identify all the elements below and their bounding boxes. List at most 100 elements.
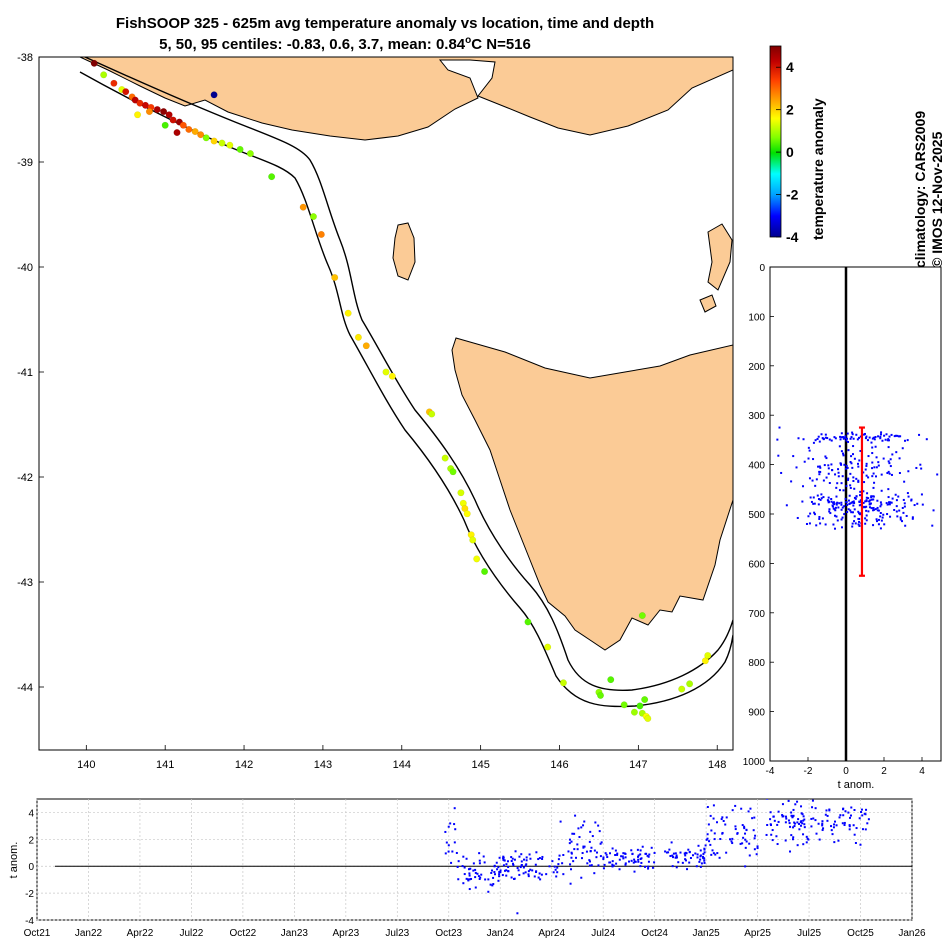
map-point [210,137,218,145]
depth-point [824,433,827,436]
depth-point [840,436,843,439]
depth-point [872,472,875,475]
ts-point [796,844,799,847]
depth-point [849,486,852,489]
depth-point [827,501,830,504]
depth-point [844,467,847,470]
ts-point [739,842,742,845]
ts-point [497,879,500,882]
depth-point [835,502,838,505]
depth-point [831,469,834,472]
depth-point [858,513,861,516]
depth-point [820,497,823,500]
map-ytick-label: -41 [17,367,33,379]
ts-point [806,837,809,840]
depth-point [901,520,904,523]
depth-point [818,473,821,476]
ts-point [684,851,687,854]
ts-point [653,861,656,864]
ts-point [833,823,836,826]
ts-point [826,819,829,822]
ts-point [611,863,614,866]
depth-point [890,501,893,504]
depth-point [792,455,795,458]
ts-point [478,859,481,862]
ts-point [477,875,480,878]
ts-point [506,860,509,863]
depth-point [828,482,831,485]
depth-point [841,475,844,478]
depth-point [867,476,870,479]
ts-point [699,865,702,868]
ts-point [479,876,482,879]
ts-point [639,865,642,868]
ts-point [498,856,501,859]
ts-point [581,857,584,860]
ts-point [721,816,724,819]
ts-xtick-label: Apr25 [744,928,771,939]
ts-point [665,851,668,854]
ts-point [449,822,452,825]
depth-point [828,508,831,511]
ts-point [520,864,523,867]
map-point [226,141,234,149]
depth-point [844,435,847,438]
depth-ytick-label: 0 [759,263,765,274]
ts-point [703,859,706,862]
depth-point [880,489,883,492]
ts-point [640,861,643,864]
depth-point [871,467,874,470]
depth-point [858,517,861,520]
depth-point [842,437,845,440]
ts-point [495,861,498,864]
ts-point [527,870,530,873]
ts-point [805,835,808,838]
ts-point [472,869,475,872]
colorbar [769,45,782,238]
ts-point [527,875,530,878]
depth-point [846,466,849,469]
ts-point [630,849,633,852]
map-point [473,555,481,563]
depth-point [899,435,902,438]
ts-point [457,878,460,881]
ts-point [524,864,527,867]
map-point [678,685,686,693]
ts-point [745,840,748,843]
ts-point [525,863,528,866]
map-point [110,79,118,87]
ts-xtick-label: Jan23 [281,928,309,939]
ts-point [510,859,513,862]
depth-point [888,435,891,438]
ts-point [714,853,717,856]
map-point [641,696,649,704]
ts-point [848,824,851,827]
depth-point [814,484,817,487]
depth-point [889,458,892,461]
map-ytick-label: -42 [17,472,33,484]
depth-point [918,433,921,436]
ts-point [796,821,799,824]
depth-point [862,433,865,436]
ts-point [556,871,559,874]
ts-point [830,829,833,832]
depth-point [864,468,867,471]
depth-point [877,523,880,526]
ts-point [694,852,697,855]
ts-point [609,861,612,864]
ts-point [630,859,633,862]
depth-point [871,475,874,478]
depth-point [816,494,819,497]
ts-point [824,813,827,816]
ts-point [618,868,621,871]
depth-point [857,523,860,526]
depth-point [825,457,828,460]
ts-point [462,855,465,858]
depth-point [877,435,880,438]
map-axes: 140 141 142 143 144 145 146 147 148 -38 -39 -40 -41 -… [17,52,726,771]
ts-point [848,825,851,828]
ts-point [852,824,855,827]
ts-point [769,818,772,821]
depth-point [873,481,876,484]
depth-point [899,518,902,521]
